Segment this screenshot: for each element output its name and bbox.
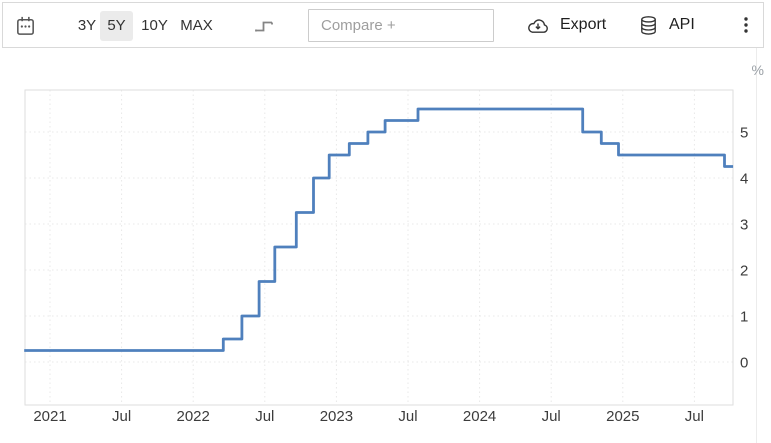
api-label: API <box>669 16 695 33</box>
x-axis-label: Jul <box>685 408 704 425</box>
x-axis-label: Jul <box>542 408 561 425</box>
chart-toolbar: 3Y 5Y 10Y MAX Export API <box>2 2 764 48</box>
x-axis-label: Jul <box>255 408 274 425</box>
range-button-5y[interactable]: 5Y <box>100 11 133 41</box>
x-axis-label: Jul <box>112 408 131 425</box>
x-axis-label: Jul <box>398 408 417 425</box>
y-axis-label: 4 <box>740 171 748 188</box>
calendar-icon <box>16 16 34 35</box>
x-axis-label: 2022 <box>177 408 210 425</box>
y-axis-label: 2 <box>740 263 748 280</box>
database-icon <box>641 15 656 35</box>
y-axis-label: 3 <box>740 217 748 234</box>
range-button-max[interactable]: MAX <box>180 17 213 34</box>
rate-series-line[interactable] <box>24 107 734 352</box>
calendar-button[interactable] <box>12 13 38 39</box>
range-button-10y[interactable]: 10Y <box>141 17 168 34</box>
y-axis-label: 5 <box>740 125 748 142</box>
y-axis-unit-label: % <box>752 62 764 78</box>
api-button[interactable]: API <box>637 3 695 47</box>
y-axis-label: 0 <box>740 355 748 372</box>
export-label: Export <box>560 16 607 33</box>
x-axis-label: 2025 <box>606 408 639 425</box>
x-axis-label: 2024 <box>463 408 496 425</box>
more-options-button[interactable] <box>734 3 758 47</box>
rate-step-chart[interactable]: 2021 Jul 2022 Jul 2023 Jul 2024 Jul 2025 Jul 0 1 2 3 4… <box>0 48 771 443</box>
x-axis-label: 2023 <box>320 408 353 425</box>
kebab-menu-icon <box>744 17 748 33</box>
plot-border <box>24 89 734 406</box>
step-line-chart-icon <box>255 21 273 32</box>
cloud-download-icon <box>528 19 548 33</box>
x-axis-label: 2021 <box>33 408 66 425</box>
step-chart-type-button[interactable] <box>252 14 278 36</box>
range-button-3y[interactable]: 3Y <box>77 17 97 34</box>
export-button[interactable]: Export <box>525 3 606 47</box>
y-axis-label: 1 <box>740 309 748 326</box>
compare-input[interactable] <box>308 9 494 42</box>
